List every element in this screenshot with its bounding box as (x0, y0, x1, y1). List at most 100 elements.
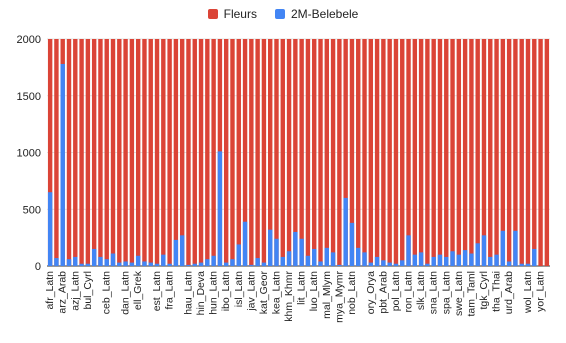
bar-fleurs (312, 39, 317, 266)
bar-belebele (85, 263, 91, 266)
bar-fleurs (374, 39, 380, 266)
x-tick-label: est_Latn (151, 271, 163, 311)
x-tick-label: swe_Latn (453, 271, 465, 316)
bar-belebele (431, 256, 436, 266)
bar-belebele (513, 230, 518, 266)
bar-fleurs (85, 39, 91, 266)
bar-belebele (456, 254, 462, 266)
x-tick-label: ory_Orya (365, 271, 377, 314)
x-tick-label: hun_Latn (208, 271, 220, 315)
bar-belebele (129, 262, 135, 266)
x-tick-label: lit_Latn (296, 271, 308, 305)
bar-fleurs (456, 39, 462, 266)
x-tick-label: mya_Mymr (333, 271, 345, 323)
bar-belebele (186, 264, 191, 266)
bar-belebele (54, 258, 59, 266)
bar-fleurs (462, 39, 468, 266)
bar-fleurs (104, 39, 109, 266)
bar-belebele (356, 247, 361, 266)
bar-belebele (123, 261, 128, 266)
bar-fleurs (293, 39, 298, 266)
bar-belebele (362, 252, 367, 266)
bar-belebele (261, 262, 267, 266)
bar-fleurs (437, 39, 443, 266)
x-tick-label: yor_Latn (535, 271, 547, 312)
x-tick-label: isl_Latn (233, 271, 245, 307)
x-tick-label: kat_Geor (258, 271, 270, 315)
bar-belebele (286, 251, 292, 266)
bar-fleurs (274, 39, 279, 266)
bar-fleurs (66, 39, 72, 266)
bar-belebele (110, 253, 116, 266)
bar-fleurs (173, 39, 179, 266)
bar-fleurs (381, 39, 386, 266)
bar-fleurs (400, 39, 405, 266)
bar-belebele (73, 256, 78, 266)
legend-swatch-fleurs (207, 9, 218, 19)
bar-belebele (374, 256, 380, 266)
bar-belebele (312, 248, 317, 266)
bar-belebele (299, 238, 304, 266)
bar-belebele (66, 259, 72, 266)
x-tick-label: bul_Cyrl (82, 271, 94, 310)
x-tick-label: ron_Latn (403, 271, 415, 313)
bar-belebele (488, 256, 493, 266)
bar-fleurs (249, 39, 254, 266)
legend-label-belebele: 2M-Belebele (290, 7, 359, 21)
bar-belebele (506, 261, 512, 266)
bar-fleurs (117, 39, 122, 266)
x-tick-label: mal_Mlym (321, 271, 333, 319)
bar-fleurs (330, 39, 336, 266)
bar-fleurs (532, 39, 537, 266)
bar-fleurs (161, 39, 166, 266)
legend: Fleurs 2M-Belebele (0, 4, 566, 24)
bar-belebele (148, 262, 153, 266)
bar-belebele (532, 248, 537, 266)
legend-item-belebele: 2M-Belebele (274, 7, 359, 21)
bar-fleurs (242, 39, 248, 266)
x-tick-label: spa_Latn (440, 271, 452, 314)
bar-belebele (519, 263, 524, 266)
x-tick-label: hau_Latn (182, 271, 194, 315)
bar-belebele (60, 63, 65, 266)
bar-fleurs (79, 39, 84, 266)
bar-belebele (135, 255, 141, 266)
bar-belebele (343, 197, 348, 266)
bar-belebele (318, 261, 323, 266)
bar-belebele (469, 253, 474, 266)
bar-fleurs (299, 39, 304, 266)
bar-belebele (79, 263, 84, 266)
bar-belebele (230, 259, 235, 266)
bar-fleurs (387, 39, 392, 266)
legend-label-fleurs: Fleurs (223, 7, 257, 21)
x-tick-label: khm_Khmr (283, 271, 295, 322)
bar-belebele (217, 151, 223, 266)
bar-belebele (98, 256, 103, 266)
bar-belebele (274, 238, 279, 266)
bar-fleurs (148, 39, 153, 266)
bar-belebele (462, 250, 468, 266)
bar-belebele (393, 263, 399, 266)
bar-fleurs (305, 39, 311, 266)
bar-belebele (179, 235, 185, 266)
bar-fleurs (186, 39, 191, 266)
bar-belebele (412, 254, 418, 266)
bar-fleurs (318, 39, 323, 266)
bar-fleurs (343, 39, 348, 266)
bar-belebele (47, 192, 53, 266)
bar-belebele (437, 254, 443, 266)
bar-belebele (406, 235, 411, 266)
bar-fleurs (444, 39, 449, 266)
bar-belebele (268, 229, 273, 266)
bar-fleurs (538, 39, 543, 266)
bar-fleurs (393, 39, 399, 266)
x-tick-label: hin_Deva (195, 271, 207, 316)
bar-belebele (205, 259, 210, 266)
bar-fleurs (324, 39, 329, 266)
bar-fleurs (519, 39, 524, 266)
x-tick-label: wol_Latn (522, 271, 534, 314)
bar-fleurs (418, 39, 424, 266)
bar-belebele (450, 251, 455, 266)
bar-belebele (192, 263, 197, 266)
y-tick-label: 1500 (17, 91, 41, 103)
